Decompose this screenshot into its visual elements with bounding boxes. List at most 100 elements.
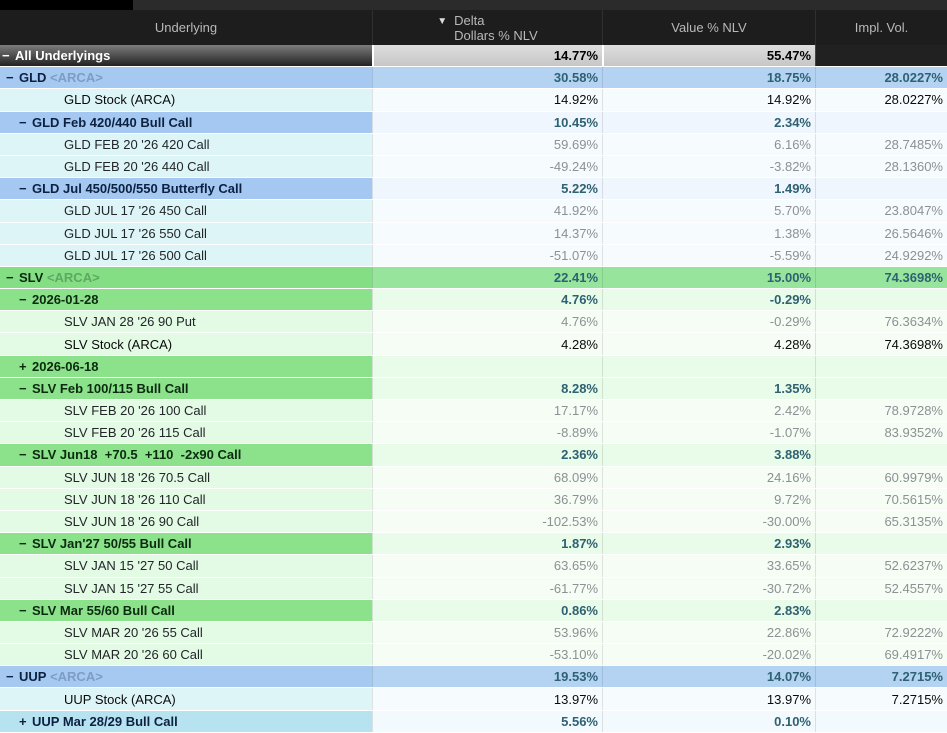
collapse-icon[interactable]: − <box>19 380 27 396</box>
delta-dollars-pct-nlv-cell[interactable]: -49.24% <box>372 155 602 178</box>
value-pct-nlv-cell[interactable]: 1.38% <box>602 222 815 244</box>
delta-dollars-pct-nlv-cell[interactable]: 17.17% <box>372 400 602 422</box>
value-pct-nlv-cell[interactable]: 1.35% <box>602 377 815 399</box>
table-row[interactable]: SLV JUN 18 '26 110 Call 36.79% 9.72% 70.561… <box>0 488 947 511</box>
column-header-underlying[interactable]: Underlying <box>154 20 218 35</box>
impl-vol-cell[interactable] <box>815 444 947 466</box>
impl-vol-cell[interactable] <box>815 289 947 311</box>
collapse-icon[interactable]: − <box>19 536 27 552</box>
impl-vol-cell[interactable] <box>815 377 947 399</box>
value-pct-nlv-cell[interactable]: 13.97% <box>602 688 815 710</box>
delta-dollars-pct-nlv-cell[interactable] <box>372 355 602 377</box>
table-row[interactable]: SLV JAN 15 '27 55 Call -61.77% -30.72% 52.4… <box>0 577 947 600</box>
table-row[interactable]: UUP Stock (ARCA) 13.97% 13.97% 7.2715% <box>0 688 947 711</box>
underlying-cell[interactable]: SLV JUN 18 '26 110 Call <box>0 488 372 510</box>
table-row[interactable]: − All Underlyings 14.77% 55.47% <box>0 45 947 68</box>
table-row[interactable]: GLD Stock (ARCA) 14.92% 14.92% 28.0227% <box>0 89 947 112</box>
value-pct-nlv-cell[interactable]: -0.29% <box>602 311 815 333</box>
impl-vol-cell[interactable]: 72.9222% <box>815 621 947 644</box>
value-pct-nlv-cell[interactable]: 3.88% <box>602 444 815 466</box>
underlying-cell[interactable]: − SLV Feb 100/115 Bull Call <box>0 377 372 399</box>
delta-dollars-pct-nlv-cell[interactable]: 19.53% <box>372 666 602 688</box>
impl-vol-cell[interactable]: 78.9728% <box>815 400 947 422</box>
underlying-cell[interactable]: SLV MAR 20 '26 60 Call <box>0 644 372 666</box>
underlying-cell[interactable]: + UUP Mar 28/29 Bull Call <box>0 710 372 732</box>
table-row[interactable]: − SLV Feb 100/115 Bull Call 8.28% 1.35% <box>0 377 947 400</box>
table-row[interactable]: SLV MAR 20 '26 60 Call -53.10% -20.02% 69.4… <box>0 644 947 667</box>
underlying-cell[interactable]: GLD FEB 20 '26 440 Call <box>0 155 372 178</box>
delta-dollars-pct-nlv-cell[interactable]: 14.37% <box>372 222 602 244</box>
value-pct-nlv-cell[interactable]: 4.28% <box>602 333 815 355</box>
impl-vol-cell[interactable]: 28.1360% <box>815 155 947 178</box>
underlying-cell[interactable]: SLV MAR 20 '26 55 Call <box>0 621 372 644</box>
delta-dollars-pct-nlv-cell[interactable]: 10.45% <box>372 111 602 133</box>
delta-dollars-pct-nlv-cell[interactable]: 22.41% <box>372 266 602 289</box>
impl-vol-cell[interactable]: 28.0227% <box>815 67 947 89</box>
impl-vol-cell[interactable] <box>815 355 947 377</box>
delta-dollars-pct-nlv-cell[interactable]: 1.87% <box>372 533 602 555</box>
impl-vol-cell[interactable]: 65.3135% <box>815 510 947 533</box>
underlying-cell[interactable]: − GLD Feb 420/440 Bull Call <box>0 111 372 133</box>
collapse-icon[interactable]: − <box>19 181 27 197</box>
table-row[interactable]: SLV JUN 18 '26 70.5 Call 68.09% 24.16% 60.9… <box>0 466 947 489</box>
impl-vol-cell[interactable]: 74.3698% <box>815 333 947 355</box>
underlying-cell[interactable]: SLV JAN 28 '26 90 Put <box>0 311 372 333</box>
underlying-cell[interactable]: − UUP <ARCA> <box>0 666 372 688</box>
delta-dollars-pct-nlv-cell[interactable]: 59.69% <box>372 133 602 155</box>
delta-dollars-pct-nlv-cell[interactable]: 36.79% <box>372 488 602 510</box>
value-pct-nlv-cell[interactable]: 22.86% <box>602 621 815 644</box>
table-row[interactable]: GLD JUL 17 '26 550 Call 14.37% 1.38% 26.564… <box>0 222 947 245</box>
table-row[interactable]: GLD FEB 20 '26 440 Call -49.24% -3.82% 28.1… <box>0 155 947 179</box>
impl-vol-cell[interactable]: 7.2715% <box>815 688 947 710</box>
table-row[interactable]: SLV FEB 20 '26 100 Call 17.17% 2.42% 78.972… <box>0 400 947 423</box>
delta-dollars-pct-nlv-cell[interactable]: 13.97% <box>372 688 602 710</box>
underlying-cell[interactable]: SLV JAN 15 '27 50 Call <box>0 555 372 577</box>
collapse-icon[interactable]: − <box>19 292 27 308</box>
underlying-cell[interactable]: SLV JAN 15 '27 55 Call <box>0 577 372 599</box>
table-row[interactable]: +2026-06-18 <box>0 355 947 378</box>
delta-dollars-pct-nlv-cell[interactable]: 30.58% <box>372 67 602 89</box>
value-pct-nlv-cell[interactable]: 0.10% <box>602 710 815 732</box>
impl-vol-cell[interactable] <box>815 710 947 732</box>
underlying-cell[interactable]: SLV Stock (ARCA) <box>0 333 372 355</box>
impl-vol-cell[interactable] <box>815 45 947 67</box>
underlying-cell[interactable]: − SLV Jan'27 50/55 Bull Call <box>0 533 372 555</box>
value-pct-nlv-cell[interactable]: 55.47% <box>602 45 815 67</box>
table-row[interactable]: SLV JAN 15 '27 50 Call 63.65% 33.65% 52.623… <box>0 555 947 578</box>
table-row[interactable]: − GLD Jul 450/500/550 Butterfly Call 5.22%… <box>0 178 947 201</box>
table-row[interactable]: SLV JAN 28 '26 90 Put 4.76% -0.29% 76.3634% <box>0 311 947 334</box>
delta-dollars-pct-nlv-cell[interactable]: -8.89% <box>372 422 602 444</box>
value-pct-nlv-cell[interactable]: 33.65% <box>602 555 815 577</box>
underlying-cell[interactable]: − All Underlyings <box>0 45 372 67</box>
value-pct-nlv-cell[interactable]: -0.29% <box>602 289 815 311</box>
table-row[interactable]: − SLV <ARCA> 22.41% 15.00% 74.3698% <box>0 266 947 290</box>
table-row[interactable]: − UUP <ARCA> 19.53% 14.07% 7.2715% <box>0 666 947 689</box>
delta-dollars-pct-nlv-cell[interactable]: 41.92% <box>372 200 602 222</box>
collapse-icon[interactable]: − <box>6 70 14 86</box>
impl-vol-cell[interactable]: 69.4917% <box>815 644 947 666</box>
table-row[interactable]: SLV JUN 18 '26 90 Call -102.53% -30.00% 65.… <box>0 510 947 534</box>
column-header-delta-dollars[interactable]: ▼ Delta Dollars % NLV <box>372 10 602 45</box>
table-row[interactable]: GLD JUL 17 '26 500 Call -51.07% -5.59% 24.9… <box>0 244 947 267</box>
delta-dollars-pct-nlv-cell[interactable]: 63.65% <box>372 555 602 577</box>
underlying-cell[interactable]: GLD Stock (ARCA) <box>0 89 372 111</box>
underlying-cell[interactable]: SLV JUN 18 '26 90 Call <box>0 510 372 533</box>
table-row[interactable]: GLD FEB 20 '26 420 Call 59.69% 6.16% 28.748… <box>0 133 947 156</box>
collapse-icon[interactable]: − <box>19 602 27 618</box>
value-pct-nlv-cell[interactable]: -20.02% <box>602 644 815 666</box>
value-pct-nlv-cell[interactable]: 2.34% <box>602 111 815 133</box>
expand-icon[interactable]: + <box>19 713 27 729</box>
underlying-cell[interactable]: GLD JUL 17 '26 450 Call <box>0 200 372 222</box>
table-row[interactable]: − SLV Mar 55/60 Bull Call 0.86% 2.83% <box>0 599 947 622</box>
table-row[interactable]: + UUP Mar 28/29 Bull Call 5.56% 0.10% <box>0 710 947 733</box>
table-row[interactable]: − SLV Jun18 +70.5 +110 -2x90 Call 2.36% 3.8… <box>0 444 947 467</box>
value-pct-nlv-cell[interactable] <box>602 355 815 377</box>
delta-dollars-pct-nlv-cell[interactable]: 68.09% <box>372 466 602 488</box>
value-pct-nlv-cell[interactable]: 6.16% <box>602 133 815 155</box>
delta-dollars-pct-nlv-cell[interactable]: 14.92% <box>372 89 602 111</box>
column-header-impl-vol[interactable]: Impl. Vol. <box>815 10 947 45</box>
delta-dollars-pct-nlv-cell[interactable]: 4.28% <box>372 333 602 355</box>
value-pct-nlv-cell[interactable]: 24.16% <box>602 466 815 488</box>
value-pct-nlv-cell[interactable]: -3.82% <box>602 155 815 178</box>
delta-dollars-pct-nlv-cell[interactable]: -53.10% <box>372 644 602 666</box>
